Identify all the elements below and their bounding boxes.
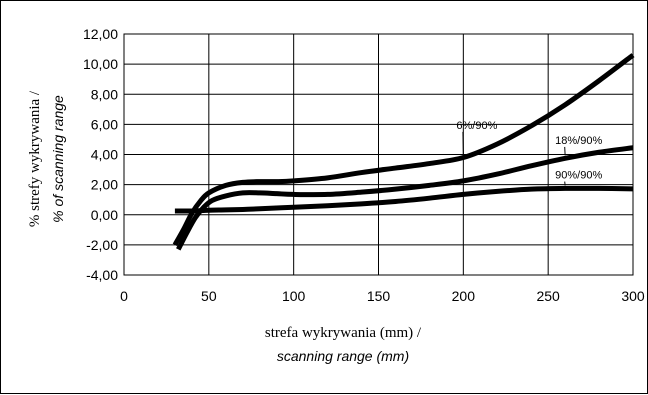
y-tick-label: -2,00: [86, 237, 118, 253]
x-axis-subtitle: scanning range (mm): [277, 348, 409, 364]
x-tick-label: 200: [452, 288, 476, 304]
series-label-2: 18%/90%: [555, 135, 602, 147]
grid: [124, 34, 633, 275]
y-axis-subtitle: % of scanning range: [50, 95, 66, 223]
y-tick-label: 8,00: [91, 86, 118, 102]
x-tick-labels: 0 50 100 150 200 250 300: [120, 288, 645, 304]
series-label-3: 90%/90%: [555, 170, 602, 182]
x-tick-label: 250: [536, 288, 560, 304]
y-tick-label: 6,00: [91, 116, 118, 132]
y-axis-title: % strefy wykrywania /: [27, 90, 43, 227]
x-tick-label: 0: [120, 288, 128, 304]
x-tick-label: 50: [201, 288, 217, 304]
y-tick-label: 2,00: [91, 177, 118, 193]
y-tick-label: 0,00: [91, 207, 118, 223]
y-tick-label: 4,00: [91, 147, 118, 163]
y-tick-label: -4,00: [86, 267, 118, 283]
x-tick-label: 150: [367, 288, 391, 304]
series-line-1: [175, 55, 633, 245]
x-tick-label: 100: [282, 288, 306, 304]
x-tick-label: 300: [621, 288, 645, 304]
y-tick-label: 10,00: [83, 56, 118, 72]
y-tick-labels: -4,00 -2,00 0,00 2,00 4,00 6,00 8,00 10,00 12,00: [83, 26, 118, 283]
series-label-1: 6%/90%: [456, 120, 497, 132]
x-axis-title: strefa wykrywania (mm) /: [265, 325, 422, 341]
y-tick-label: 12,00: [83, 26, 118, 42]
series-group: [175, 55, 633, 249]
